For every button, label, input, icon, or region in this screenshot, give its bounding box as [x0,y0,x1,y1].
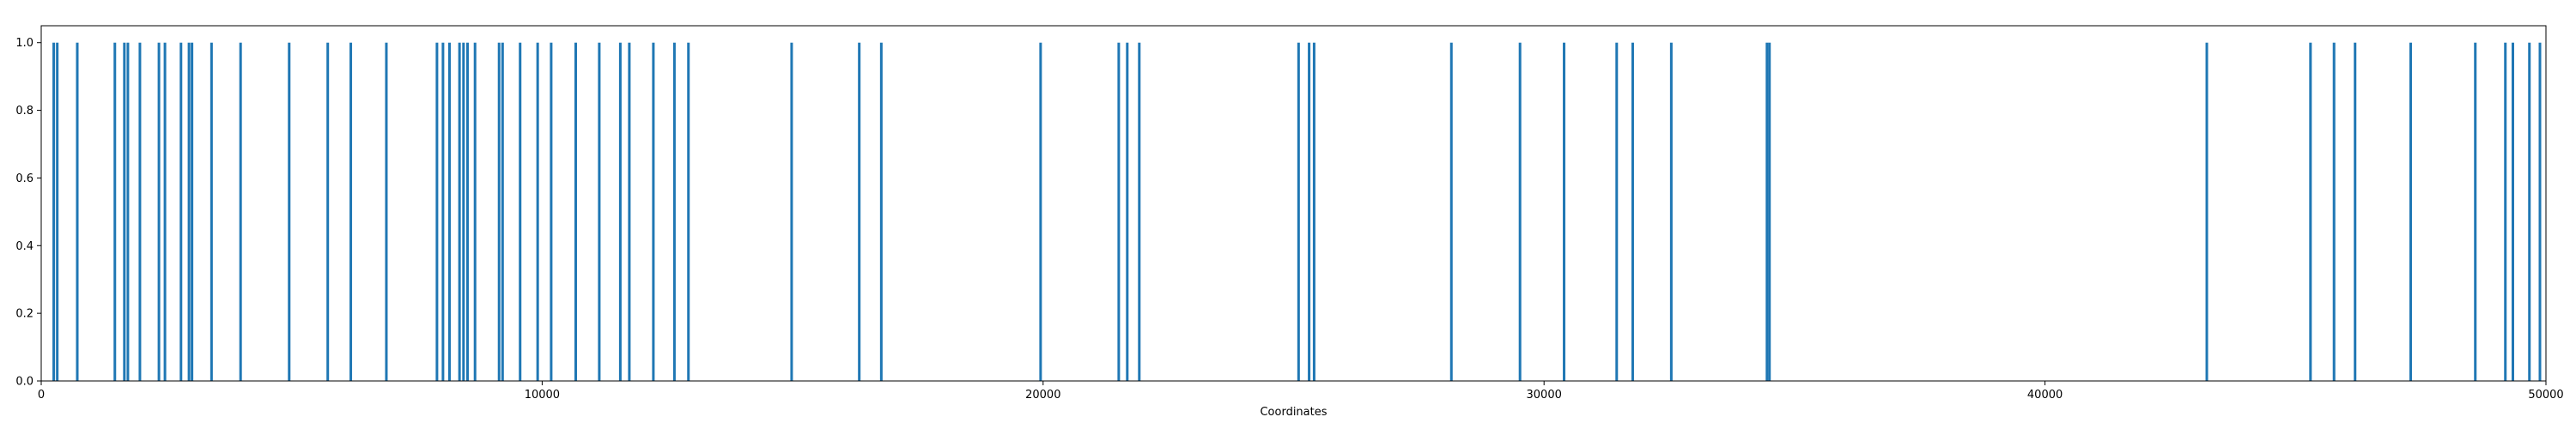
y-tick-label: 0.0 [15,376,33,389]
bar [349,42,353,382]
bar [1126,42,1129,382]
x-tick-label: 20000 [1025,389,1060,402]
bar [1669,42,1673,382]
bar [157,42,161,382]
bar [2354,42,2357,382]
bar [652,42,655,382]
x-axis: 0 10000 20000 30000 40000 50000 [38,381,2564,402]
bar [1563,42,1566,382]
bar [672,42,676,382]
bar [497,42,501,382]
bar [687,42,690,382]
bar [288,42,291,382]
bar [126,42,130,382]
bar [574,42,577,382]
x-tick-label: 40000 [2027,389,2063,402]
bar [1117,42,1121,382]
bar [239,42,242,382]
y-tick-label: 0.4 [15,240,33,253]
bar [879,42,883,382]
bar [462,42,465,382]
bar [473,42,477,382]
bar [858,42,861,382]
bar [2332,42,2336,382]
bar [790,42,793,382]
y-tick-label: 1.0 [15,37,33,50]
bars-group [52,42,2542,382]
bar [56,42,59,382]
bar [465,42,469,382]
y-axis: 0.0 0.2 0.4 0.6 0.8 1.0 [15,37,41,389]
bar [447,42,451,382]
bar [2205,42,2208,382]
bar [1631,42,1634,382]
bar [52,42,56,382]
bar [628,42,631,382]
bar [385,42,388,382]
x-tick-label: 30000 [1527,389,1562,402]
bar [1312,42,1315,382]
bar [113,42,117,382]
bar [191,42,194,382]
bar [618,42,622,382]
bar [163,42,167,382]
bar [501,42,504,382]
bar [76,42,79,382]
bar [2474,42,2477,382]
bar [1768,42,1771,382]
bar [187,42,191,382]
bar [1308,42,1311,382]
bar [210,42,213,382]
bar [1039,42,1042,382]
bar [435,42,439,382]
bar [2309,42,2312,382]
bar [2409,42,2412,382]
bar [536,42,539,382]
bar [138,42,142,382]
bar [1138,42,1141,382]
bar [458,42,461,382]
bar [1615,42,1619,382]
bar [123,42,126,382]
x-tick-label: 50000 [2528,389,2563,402]
bar [326,42,330,382]
y-tick-label: 0.2 [15,308,33,321]
x-tick-label: 0 [38,389,45,402]
bar [2512,42,2514,382]
bar [2528,42,2531,382]
x-tick-label: 10000 [525,389,560,402]
bar [179,42,183,382]
plot-frame [40,25,2547,382]
bar [441,42,445,382]
y-tick-label: 0.8 [15,105,33,118]
y-tick-label: 0.6 [15,172,33,185]
bar [2538,42,2542,382]
bar [550,42,553,382]
bar [519,42,522,382]
bar [1518,42,1522,382]
bar [598,42,601,382]
bar [1765,42,1769,382]
x-axis-label: Coordinates [1260,406,1327,419]
bar [1297,42,1300,382]
bar [1449,42,1453,382]
bar [2504,42,2507,382]
